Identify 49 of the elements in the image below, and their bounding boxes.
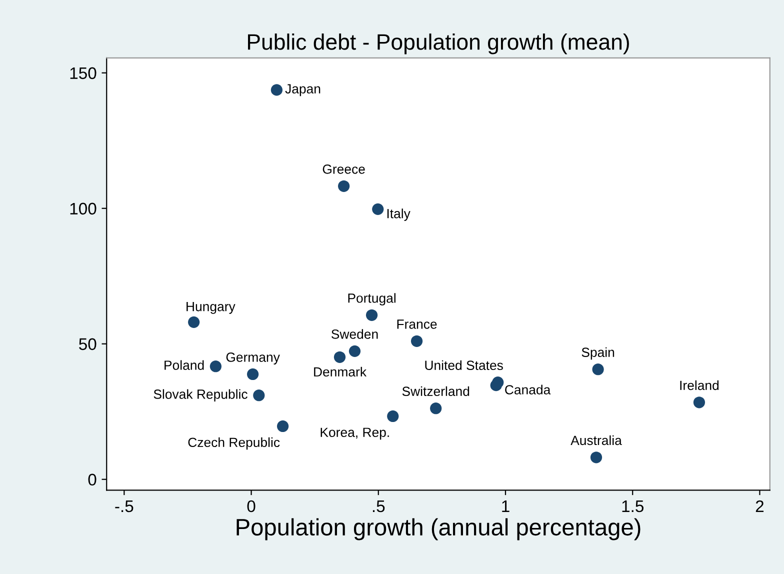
y-tick-label: 0 [88, 474, 96, 486]
point [253, 390, 265, 402]
point [188, 316, 200, 328]
annotation: Portugal [348, 293, 396, 306]
y-tick-label: 150 [70, 67, 96, 80]
x-axis-title: Population growth (annual percentage) [236, 518, 640, 540]
point [334, 351, 346, 363]
point [693, 396, 706, 408]
annotation: Canada [505, 384, 551, 394]
annotation: Greece [322, 164, 365, 174]
annotation: Spain [582, 347, 614, 360]
point [410, 335, 423, 347]
point [210, 360, 222, 372]
chart-title: Public debt - Population growth (mean) [248, 34, 629, 54]
point [490, 380, 502, 392]
point [276, 420, 289, 432]
point [387, 410, 399, 422]
annotation: Hungary [186, 302, 236, 314]
point [366, 309, 378, 321]
annotation: Czech Republic [188, 437, 280, 450]
annotation: Sweden [332, 329, 378, 339]
point [246, 368, 259, 380]
annotation: Japan [285, 84, 320, 96]
annotation: Australia [570, 435, 622, 446]
annotation: Poland [164, 360, 204, 370]
point [592, 364, 604, 376]
annotation: Korea, Rep. [320, 428, 389, 440]
x-tick-label: 1 [502, 500, 510, 512]
y-tick-label: 100 [70, 202, 96, 215]
annotation: Slovak Republic [154, 389, 248, 402]
annotation: Germany [226, 352, 280, 364]
x-tick-label: -.5 [115, 500, 134, 512]
point [430, 402, 442, 414]
point [590, 452, 602, 464]
annotation: Ireland [680, 380, 719, 390]
annotation: Switzerland [402, 386, 470, 396]
point [348, 345, 361, 357]
annotation: Italy [387, 208, 410, 221]
point [270, 84, 283, 96]
annotation: France [397, 320, 437, 329]
point [372, 203, 384, 215]
x-tick-label: 1.5 [622, 500, 644, 512]
x-tick-label: 0 [247, 500, 256, 512]
x-tick-label: .5 [372, 500, 385, 512]
y-tick-label: 50 [79, 338, 96, 350]
point [338, 180, 350, 192]
x-tick-label: 2 [756, 500, 764, 512]
annotation: United States [425, 360, 503, 370]
annotation: Denmark [314, 366, 367, 377]
